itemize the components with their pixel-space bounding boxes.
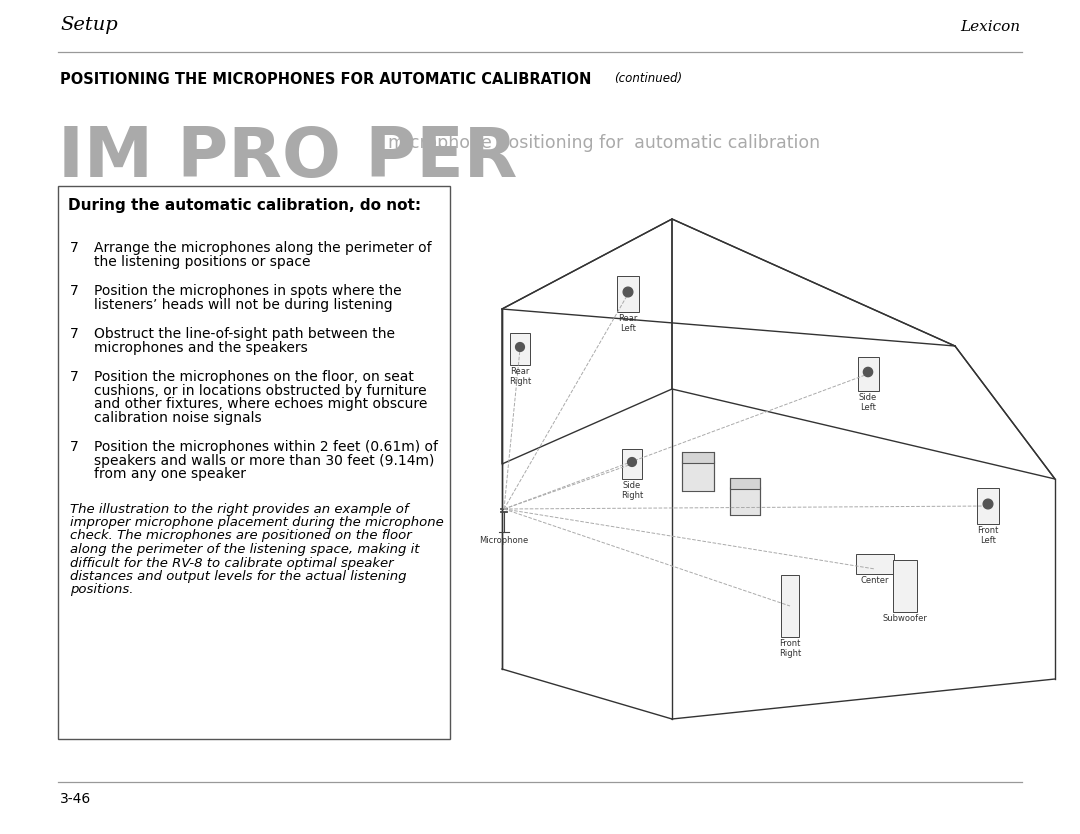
Text: from any one speaker: from any one speaker [94,467,246,481]
Text: 3-46: 3-46 [60,792,91,806]
Bar [730,487,760,515]
Text: along the perimeter of the listening space, making it: along the perimeter of the listening spa… [70,543,419,556]
Text: listeners’ heads will not be during listening: listeners’ heads will not be during list… [94,298,393,312]
Bar [858,357,878,391]
Text: Setup: Setup [60,16,118,34]
Bar [58,186,450,739]
Bar [681,461,714,491]
Text: Position the microphones in spots where the: Position the microphones in spots where … [94,284,402,298]
Text: 7: 7 [70,440,79,454]
Text: 7: 7 [70,370,79,384]
Text: positions.: positions. [70,584,134,596]
Text: POSITIONING THE MICROPHONES FOR AUTOMATIC CALIBRATION: POSITIONING THE MICROPHONES FOR AUTOMATI… [60,72,592,87]
Circle shape [627,458,636,466]
Text: The illustration to the right provides an example of: The illustration to the right provides a… [70,503,408,515]
Text: During the automatic calibration, do not:: During the automatic calibration, do not… [68,198,421,213]
Text: Front
Left: Front Left [977,526,999,545]
Bar [856,554,894,574]
Text: difficult for the RV-8 to calibrate optimal speaker: difficult for the RV-8 to calibrate opti… [70,556,393,570]
Text: calibration noise signals: calibration noise signals [94,410,261,425]
Text: 7: 7 [70,327,79,341]
Text: 7: 7 [70,284,79,298]
Text: microphones and the speakers: microphones and the speakers [94,340,308,354]
Text: the listening positions or space: the listening positions or space [94,254,311,269]
Text: Front
Right: Front Right [779,639,801,658]
Text: Obstruct the line-of-sight path between the: Obstruct the line-of-sight path between … [94,327,395,341]
Bar [730,479,760,489]
Bar [781,575,799,637]
Bar [617,276,639,312]
Text: Lexicon: Lexicon [960,20,1020,34]
Text: microphone positioning for  automatic calibration: microphone positioning for automatic cal… [388,134,820,152]
Text: Position the microphones on the floor, on seat: Position the microphones on the floor, o… [94,370,414,384]
Bar [510,333,530,365]
Bar [893,560,917,612]
Text: Arrange the microphones along the perimeter of: Arrange the microphones along the perime… [94,241,432,255]
Text: cushions, or in locations obstructed by furniture: cushions, or in locations obstructed by … [94,384,427,398]
Bar [977,488,999,524]
Text: Subwoofer: Subwoofer [882,614,928,623]
Text: (continued): (continued) [615,72,683,85]
Text: Rear
Left: Rear Left [619,314,637,334]
Circle shape [863,368,873,377]
Bar [622,449,642,479]
Circle shape [515,343,525,351]
Text: Position the microphones within 2 feet (0.61m) of: Position the microphones within 2 feet (… [94,440,438,454]
Text: Rear
Right: Rear Right [509,367,531,386]
Circle shape [623,287,633,297]
Text: distances and output levels for the actual listening: distances and output levels for the actu… [70,570,406,583]
Text: and other fixtures, where echoes might obscure: and other fixtures, where echoes might o… [94,397,428,411]
Text: improper microphone placement during the microphone: improper microphone placement during the… [70,516,444,529]
Text: check. The microphones are positioned on the floor: check. The microphones are positioned on… [70,530,411,542]
Bar [681,451,714,463]
Text: 7: 7 [70,241,79,255]
Text: Center: Center [861,576,889,585]
Text: speakers and walls or more than 30 feet (9.14m): speakers and walls or more than 30 feet … [94,454,434,468]
Text: Side
Left: Side Left [859,393,877,412]
Text: IM PRO PER: IM PRO PER [58,124,517,191]
Text: Side
Right: Side Right [621,481,643,500]
Circle shape [983,500,993,509]
Text: Microphone: Microphone [480,536,528,545]
